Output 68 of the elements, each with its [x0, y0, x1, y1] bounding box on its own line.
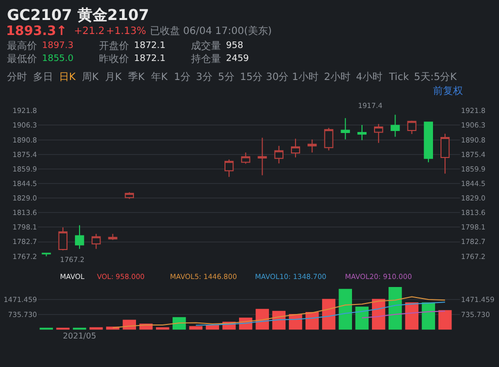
- candlestick: [424, 121, 433, 163]
- text: 958: [226, 41, 244, 51]
- chart-subtitle: 1893.3↑: [6, 24, 68, 39]
- text: 15分: [240, 71, 263, 83]
- text: 5分: [218, 71, 234, 83]
- candlestick: [390, 114, 400, 138]
- text: 前复权: [433, 85, 463, 97]
- candlestick: [92, 233, 101, 250]
- text: 分时: [7, 71, 27, 83]
- candlestick: [224, 158, 234, 178]
- candlestick: [340, 118, 350, 140]
- line-series: [361, 310, 446, 318]
- bar: [438, 310, 452, 330]
- candlestick: [74, 224, 84, 250]
- text: 月K: [105, 72, 122, 83]
- bar: [338, 288, 352, 330]
- bar: [322, 298, 336, 330]
- text: +1.13%: [106, 26, 146, 37]
- text: 周K: [82, 72, 99, 83]
- bar: [405, 302, 418, 330]
- text: 30分: [266, 71, 289, 83]
- chart-title: GC2107 黄金2107: [7, 6, 150, 24]
- bar: [355, 306, 369, 330]
- candlestick: [42, 252, 51, 256]
- candlestick: [274, 145, 284, 164]
- bar: [122, 320, 136, 330]
- text: 已收盘 06/04 17:00(美东): [150, 25, 272, 37]
- candlestick: [241, 152, 250, 164]
- text: 成交量: [191, 40, 221, 52]
- bar: [305, 312, 319, 330]
- text: 4小时: [356, 71, 382, 83]
- x-tick-label: 2021/05: [62, 332, 96, 341]
- candlestick: [108, 233, 118, 240]
- text: 多日: [33, 71, 53, 83]
- candlestick: [58, 226, 68, 251]
- candlestick: [258, 137, 267, 176]
- text: Tick: [388, 72, 410, 83]
- candlestick: [440, 133, 450, 174]
- text: 持仓量: [191, 53, 221, 65]
- text: 昨收价: [99, 53, 129, 65]
- text: 开盘价: [99, 40, 129, 52]
- bar: [172, 317, 186, 330]
- text: 1872.1: [134, 54, 166, 64]
- candlestick: [374, 124, 384, 144]
- text: 2小时: [324, 71, 350, 83]
- text: 1855.0: [42, 54, 74, 64]
- candlestick: [357, 124, 367, 141]
- text: +21.2: [74, 26, 105, 37]
- text: 2459: [226, 54, 250, 64]
- candlestick: [324, 127, 334, 151]
- candlestick: [407, 120, 416, 135]
- text: 1小时: [292, 71, 318, 83]
- text: 5天:5分K: [414, 71, 458, 83]
- candlestick: [308, 138, 317, 153]
- candlestick: [290, 138, 300, 158]
- text: 季K: [128, 71, 145, 83]
- line-series: [112, 296, 446, 328]
- text: 日K: [59, 72, 76, 83]
- text: 1分: [174, 71, 190, 83]
- bar: [388, 286, 402, 330]
- text: 1872.1: [134, 41, 166, 51]
- text: 最高价: [7, 40, 37, 52]
- text: 3分: [196, 71, 212, 83]
- text: 1897.3: [42, 41, 74, 51]
- text: 年K: [151, 71, 168, 83]
- text: 最低价: [7, 53, 37, 65]
- bar: [189, 326, 202, 330]
- line-series: [195, 302, 446, 326]
